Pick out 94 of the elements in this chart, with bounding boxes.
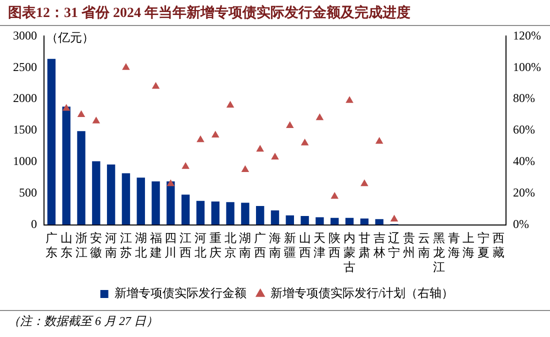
point xyxy=(271,152,279,160)
bar xyxy=(181,194,190,225)
bar xyxy=(286,215,294,225)
bar xyxy=(136,178,145,225)
bar xyxy=(92,161,100,225)
x-tick-label: 四川 xyxy=(164,231,177,260)
legend-label: 新增专项债实际发行/计划（右轴） xyxy=(270,286,454,300)
y2-tick-label: 40% xyxy=(513,154,536,168)
bar xyxy=(360,218,369,225)
x-tick-label: 河北 xyxy=(194,231,206,260)
y2-tick-label: 120% xyxy=(513,28,542,42)
point xyxy=(62,104,70,111)
point xyxy=(330,192,339,199)
point xyxy=(211,130,220,138)
point xyxy=(166,179,175,186)
x-tick-label: 陕西 xyxy=(328,231,341,260)
x-tick-label: 广东 xyxy=(45,231,58,260)
y-tick-label: 3000 xyxy=(13,28,37,42)
x-tick-label: 安徽 xyxy=(90,231,102,260)
point xyxy=(286,121,294,128)
x-tick-label: 北京 xyxy=(224,231,236,260)
x-tick-label: 湖北 xyxy=(134,231,147,260)
bar xyxy=(62,106,70,225)
bar xyxy=(256,206,264,225)
bar xyxy=(106,164,116,225)
bar xyxy=(316,217,324,225)
point xyxy=(241,165,250,172)
x-tick-label: 云南 xyxy=(418,231,430,260)
legend-label: 新增专项债实际发行金额 xyxy=(114,286,246,300)
bar xyxy=(270,210,280,225)
x-tick-label: 贵州 xyxy=(403,231,416,260)
point xyxy=(300,138,309,146)
point xyxy=(375,137,384,144)
bar xyxy=(211,202,220,225)
x-tick-label: 西藏 xyxy=(492,231,505,260)
point xyxy=(360,179,368,186)
x-tick-label: 浙江 xyxy=(75,231,88,260)
bar xyxy=(300,216,309,225)
bar xyxy=(345,218,354,225)
bar xyxy=(122,173,130,225)
bar xyxy=(77,131,86,225)
y2-tick-label: 0% xyxy=(513,216,530,231)
x-tick-label: 河南 xyxy=(105,231,118,260)
x-tick-label: 江西 xyxy=(180,231,192,260)
x-tick-label: 新疆 xyxy=(284,231,296,260)
point xyxy=(196,135,204,142)
point xyxy=(226,100,234,108)
y-axis-title: （亿元） xyxy=(46,30,94,44)
y-tick-label: 500 xyxy=(19,186,37,200)
x-tick-label: 重庆 xyxy=(209,231,222,260)
y-tick-label: 0 xyxy=(31,216,37,231)
point xyxy=(122,63,130,70)
y-tick-label: 1000 xyxy=(13,154,37,168)
bar xyxy=(196,200,205,225)
y2-tick-label: 80% xyxy=(513,91,536,106)
x-tick-label: 湖南 xyxy=(239,231,252,260)
point xyxy=(316,113,324,120)
y-tick-label: 1500 xyxy=(13,122,37,137)
x-tick-label: 黑龙江 xyxy=(432,231,445,274)
y-tick-label: 2000 xyxy=(13,91,37,106)
point xyxy=(256,144,264,152)
y2-tick-label: 20% xyxy=(513,186,536,200)
chart-title: 图表12：31 省份 2024 年当年新增专项债实际发行金额及完成进度 xyxy=(0,0,550,26)
text: （注：数据截至 6 月 27 日） xyxy=(8,314,158,328)
point xyxy=(182,162,190,169)
bar xyxy=(330,218,339,225)
x-tick-label: 辽宁 xyxy=(388,231,400,260)
y-tick-label: 2500 xyxy=(13,60,37,74)
x-tick-label: 山西 xyxy=(298,231,311,260)
x-tick-label: 天津 xyxy=(314,231,326,260)
point xyxy=(390,214,398,222)
x-tick-label: 江苏 xyxy=(120,231,132,260)
bar xyxy=(152,181,160,225)
y2-tick-label: 100% xyxy=(513,60,542,74)
x-tick-label: 上海 xyxy=(462,231,475,260)
point xyxy=(152,82,160,89)
x-tick-label: 吉林 xyxy=(372,231,386,260)
x-tick-label: 青海 xyxy=(448,231,460,260)
point xyxy=(92,116,100,124)
bar xyxy=(241,202,250,225)
x-tick-label: 内蒙古 xyxy=(344,231,356,274)
bar xyxy=(226,202,234,225)
x-tick-label: 福建 xyxy=(148,231,162,260)
x-tick-label: 甘肃 xyxy=(358,231,370,260)
y2-tick-label: 60% xyxy=(513,122,536,137)
bar xyxy=(166,181,175,225)
bar xyxy=(375,219,384,225)
x-tick-label: 宁夏 xyxy=(478,231,490,260)
point xyxy=(346,96,354,103)
bar xyxy=(47,58,56,225)
x-tick-label: 山东 xyxy=(60,231,72,260)
point xyxy=(77,110,86,118)
x-tick-label: 广西 xyxy=(254,231,266,260)
x-tick-label: 海南 xyxy=(269,231,281,260)
